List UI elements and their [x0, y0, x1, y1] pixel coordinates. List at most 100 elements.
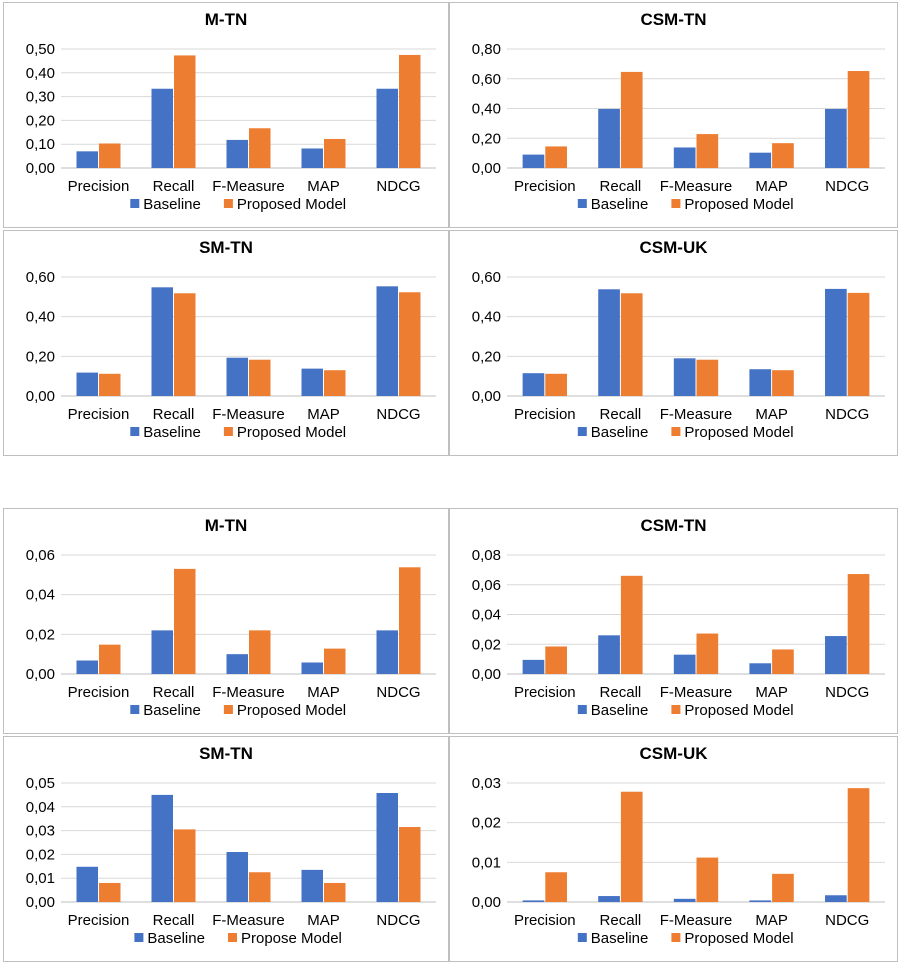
- legend-label: Baseline: [591, 930, 649, 947]
- bar-chart-3: SM-TN 0,00 0,20 0,40 0,60 Precision Recall F-Me…: [26, 238, 436, 441]
- x-category-label: MAP: [307, 912, 340, 929]
- chart-title: CSM-TN: [640, 10, 706, 29]
- bar-baseline: [673, 654, 696, 674]
- chart-title: M-TN: [205, 10, 247, 29]
- bar-proposed: [696, 359, 719, 396]
- y-tick-label: 0,01: [472, 854, 501, 871]
- legend-label: Baseline: [147, 930, 205, 947]
- chart-panel-8: CSM-UK 0,00 0,01 0,02 0,03 Precision Recall F-M…: [449, 736, 898, 962]
- x-category-label: F-Measure: [660, 912, 733, 929]
- y-tick-label: 0,00: [26, 160, 55, 177]
- y-tick-label: 0,02: [472, 636, 501, 653]
- bar-proposed: [324, 648, 346, 674]
- bar-proposed: [99, 644, 121, 674]
- legend-swatch: [671, 199, 681, 208]
- bar-baseline: [301, 148, 323, 168]
- bar-baseline: [598, 635, 620, 674]
- bar-proposed: [99, 373, 121, 396]
- bar-proposed: [696, 633, 719, 674]
- y-tick-label: 0,04: [26, 799, 55, 816]
- bar-chart-7: SM-TN 0,00 0,01 0,02 0,03 0,04 0,05 Precision Re…: [26, 744, 436, 947]
- x-category-label: F-Measure: [660, 406, 733, 423]
- x-category-label: Precision: [514, 406, 576, 423]
- legend-swatch: [223, 705, 233, 714]
- bar-baseline: [226, 852, 248, 902]
- legend-swatch: [671, 705, 681, 714]
- y-tick-label: 0,04: [26, 587, 55, 604]
- bar-proposed: [99, 882, 121, 902]
- bar-baseline: [376, 88, 398, 168]
- bar-baseline: [151, 630, 173, 674]
- x-category-label: Precision: [68, 912, 130, 929]
- legend-label: Proposed Model: [237, 196, 346, 213]
- chart-title: CSM-UK: [640, 744, 709, 763]
- bar-proposed: [620, 71, 643, 168]
- y-tick-label: 0,00: [472, 894, 501, 911]
- y-tick-label: 0,20: [26, 112, 55, 129]
- bar-chart-6: CSM-TN 0,00 0,02 0,04 0,06 0,08 Precision Recal…: [472, 516, 885, 719]
- y-tick-label: 0,03: [26, 823, 55, 840]
- bar-baseline: [749, 663, 772, 674]
- x-category-label: MAP: [307, 406, 340, 423]
- x-category-label: Precision: [68, 406, 130, 423]
- bar-proposed: [545, 872, 567, 902]
- legend-swatch: [577, 933, 587, 942]
- bar-chart-4: CSM-UK 0,00 0,20 0,40 0,60 Precision Recall F-M…: [472, 238, 885, 441]
- chart-title: M-TN: [205, 516, 247, 535]
- bar-baseline: [825, 636, 847, 674]
- bar-baseline: [151, 794, 173, 902]
- legend-label: Proposed Model: [237, 702, 346, 719]
- x-category-label: F-Measure: [212, 178, 285, 195]
- bar-baseline: [598, 896, 620, 902]
- legend-swatch: [130, 705, 140, 714]
- x-category-label: F-Measure: [212, 406, 285, 423]
- legend-label: Proposed Model: [684, 424, 793, 441]
- x-category-label: F-Measure: [212, 912, 285, 929]
- bar-proposed: [174, 568, 196, 674]
- x-category-label: F-Measure: [212, 684, 285, 701]
- bar-chart-2: CSM-TN 0,00 0,20 0,40 0,60 0,80 Precision Recal…: [472, 10, 885, 213]
- bar-proposed: [324, 370, 346, 396]
- bar-baseline: [598, 289, 620, 396]
- y-tick-label: 0,60: [472, 269, 501, 286]
- x-category-label: NDCG: [376, 178, 420, 195]
- legend-label: Proposed Model: [237, 424, 346, 441]
- bar-baseline: [226, 357, 248, 396]
- legend-label: Proposed Model: [684, 930, 793, 947]
- x-category-label: NDCG: [376, 912, 420, 929]
- y-tick-label: 0,40: [26, 309, 55, 326]
- y-tick-label: 0,80: [472, 41, 501, 58]
- chart-panel-3: SM-TN 0,00 0,20 0,40 0,60 Precision Recall F-Me…: [3, 230, 449, 456]
- bar-proposed: [174, 293, 196, 396]
- y-tick-label: 0,05: [26, 775, 55, 792]
- bar-proposed: [847, 71, 870, 168]
- bar-proposed: [545, 146, 567, 168]
- legend-swatch: [671, 427, 681, 436]
- bar-baseline: [673, 358, 696, 396]
- legend-label: Baseline: [143, 702, 201, 719]
- bar-baseline: [76, 660, 98, 674]
- y-tick-label: 0,03: [472, 775, 501, 792]
- y-tick-label: 0,06: [472, 577, 501, 594]
- y-tick-label: 0,00: [472, 666, 501, 683]
- bar-proposed: [620, 791, 643, 902]
- bar-baseline: [301, 368, 323, 396]
- legend-label: Proposed Model: [684, 702, 793, 719]
- chart-title: CSM-TN: [640, 516, 706, 535]
- bar-baseline: [151, 287, 173, 396]
- y-tick-label: 0,60: [472, 71, 501, 88]
- legend-label: Baseline: [591, 424, 649, 441]
- x-category-label: F-Measure: [660, 178, 733, 195]
- x-category-label: Recall: [600, 684, 642, 701]
- bar-proposed: [545, 646, 567, 674]
- bar-baseline: [76, 866, 98, 902]
- y-tick-label: 0,04: [472, 607, 501, 624]
- y-tick-label: 0,00: [472, 160, 501, 177]
- bar-proposed: [249, 630, 271, 674]
- x-category-label: MAP: [755, 178, 788, 195]
- bar-baseline: [522, 373, 545, 396]
- x-category-label: NDCG: [825, 406, 869, 423]
- legend-swatch: [228, 933, 237, 942]
- bar-proposed: [772, 143, 794, 168]
- bar-proposed: [324, 882, 346, 902]
